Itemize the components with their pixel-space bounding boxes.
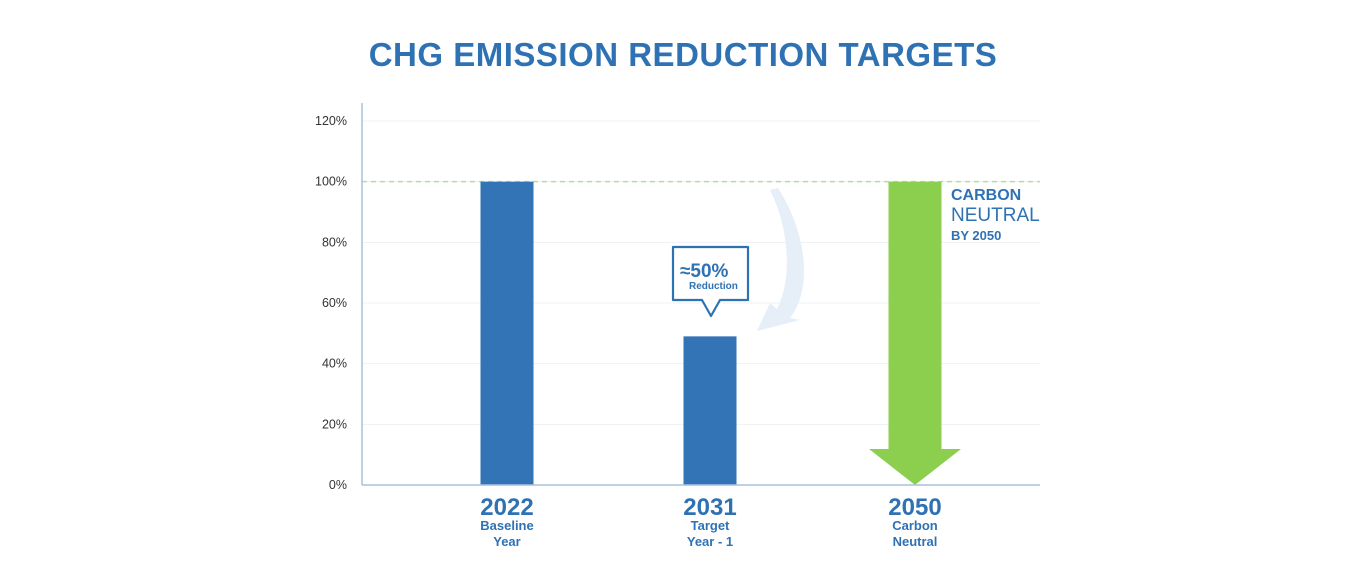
arrow-2050 xyxy=(869,181,961,485)
callout-percent: ≈50% xyxy=(680,261,729,282)
ytick-label-60: 60% xyxy=(322,296,347,310)
ytick-label-120: 120% xyxy=(315,114,347,128)
x-label-year-2050: 2050 xyxy=(888,494,941,521)
x-label-sub-2022-1: Year xyxy=(493,534,520,549)
carbon-neutral-label: CARBON NEUTRAL BY 2050 xyxy=(951,187,1040,243)
ytick-label-20: 20% xyxy=(322,417,347,431)
bar-2031 xyxy=(683,336,737,485)
x-label-year-2022: 2022 xyxy=(480,494,533,521)
chart-title: CHG EMISSION REDUCTION TARGETS xyxy=(368,36,998,73)
carbon-neutral-line3: BY 2050 xyxy=(951,228,1001,243)
ytick-label-80: 80% xyxy=(322,235,347,249)
ytick-label-40: 40% xyxy=(322,357,347,371)
bars xyxy=(480,181,961,485)
carbon-neutral-line1: CARBON xyxy=(951,187,1021,204)
x-label-year-2031: 2031 xyxy=(683,494,736,521)
reduction-curve-arrow xyxy=(757,188,804,331)
x-label-sub-2031-1: Year - 1 xyxy=(687,534,733,549)
carbon-neutral-line2: NEUTRAL xyxy=(951,205,1040,226)
reduction-callout: ≈50% Reduction xyxy=(671,245,750,318)
x-label-sub-2050-1: Neutral xyxy=(893,534,938,549)
x-label-sub-2050-0: Carbon xyxy=(892,518,938,533)
x-label-sub-2031-0: Target xyxy=(691,518,730,533)
callout-bubble xyxy=(671,245,750,318)
y-tick-labels: 0% 20% 40% 60% 80% 100% 120% xyxy=(315,114,347,492)
callout-label: Reduction xyxy=(689,281,738,292)
ytick-label-100: 100% xyxy=(315,175,347,189)
ytick-label-0: 0% xyxy=(329,478,347,492)
bar-2022 xyxy=(480,181,534,485)
x-label-sub-2022-0: Baseline xyxy=(480,518,533,533)
